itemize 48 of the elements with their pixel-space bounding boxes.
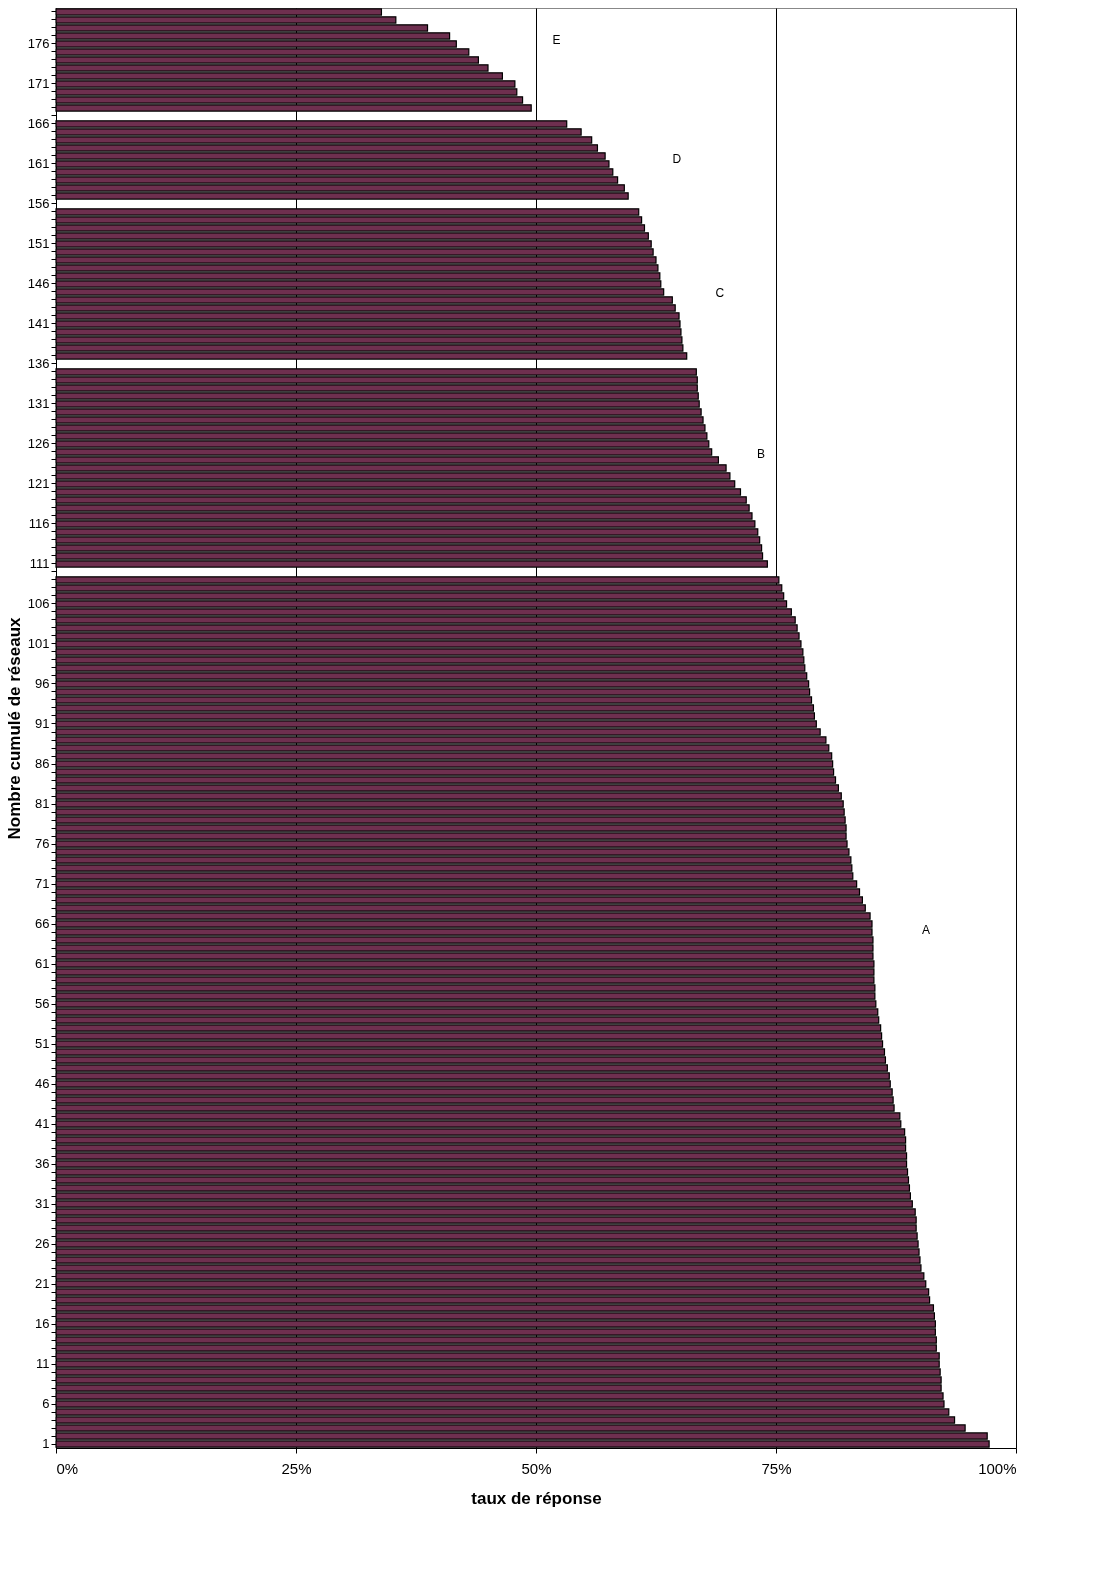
- y-tick-label: 6: [42, 1396, 50, 1412]
- annotation: B: [756, 447, 765, 462]
- x-tick-label: 75%: [761, 1459, 792, 1477]
- y-tick-label: 76: [35, 836, 50, 852]
- annotation: D: [672, 152, 682, 167]
- y-tick-label: 121: [27, 475, 50, 491]
- y-tick-label: 91: [35, 716, 50, 731]
- x-axis-title: taux de réponse: [471, 1488, 602, 1508]
- y-tick-label: 111: [29, 555, 50, 571]
- y-tick-label: 1: [42, 1436, 50, 1452]
- x-tick-label: 0%: [56, 1459, 79, 1477]
- y-tick-label: 146: [27, 275, 50, 291]
- y-tick-label: 126: [27, 435, 50, 451]
- annotation: C: [715, 286, 725, 301]
- y-tick-label: 56: [35, 996, 50, 1012]
- x-tick-label: 50%: [521, 1459, 552, 1477]
- annotation: E: [552, 32, 561, 47]
- y-tick-label: 61: [35, 956, 50, 972]
- y-tick-label: 151: [27, 235, 50, 251]
- y-tick-label: 101: [27, 635, 50, 651]
- y-tick-label: 131: [27, 395, 50, 411]
- y-axis-title: Nombre cumulé de réseaux: [4, 616, 24, 840]
- y-tick-label: 16: [35, 1316, 50, 1332]
- y-tick-label: 21: [35, 1276, 50, 1292]
- y-tick-label: 36: [35, 1156, 50, 1172]
- x-tick-label: 100%: [978, 1459, 1017, 1477]
- y-tick-label: 51: [35, 1036, 50, 1052]
- y-tick-label: 81: [35, 796, 50, 812]
- y-tick-label: 136: [27, 355, 50, 371]
- y-tick-label: 86: [35, 756, 50, 771]
- y-tick-label: 166: [27, 115, 50, 131]
- y-tick-label: 116: [28, 515, 50, 531]
- y-tick-label: 156: [27, 195, 50, 211]
- y-tick-label: 171: [27, 75, 50, 91]
- annotation: A: [922, 922, 931, 937]
- y-tick-label: 141: [27, 315, 50, 331]
- y-tick-label: 11: [36, 1356, 50, 1372]
- y-tick-label: 41: [35, 1116, 50, 1132]
- x-tick-label: 25%: [281, 1459, 312, 1477]
- y-tick-label: 26: [35, 1236, 50, 1252]
- y-tick-label: 96: [35, 676, 50, 691]
- y-tick-label: 46: [35, 1076, 50, 1092]
- y-tick-label: 106: [27, 595, 50, 611]
- y-tick-label: 161: [27, 155, 50, 171]
- y-tick-label: 71: [35, 876, 50, 892]
- y-tick-label: 176: [27, 35, 50, 51]
- y-tick-label: 66: [35, 916, 50, 932]
- y-tick-label: 31: [35, 1196, 50, 1212]
